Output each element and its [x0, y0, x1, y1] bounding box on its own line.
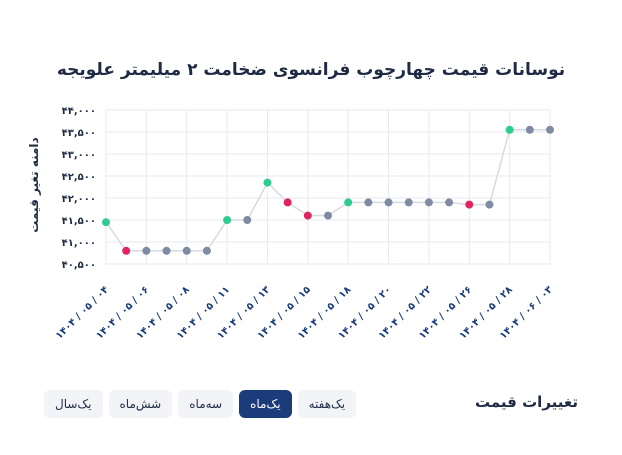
data-point-flat[interactable]: [142, 246, 151, 255]
tab-one-month[interactable]: یک‌ماه: [239, 390, 292, 418]
data-point-up[interactable]: [505, 125, 514, 134]
y-tick-label: ۴۳,۵۰۰: [62, 128, 96, 139]
y-tick-label: ۴۰,۵۰۰: [62, 260, 96, 271]
data-point-flat[interactable]: [202, 246, 211, 255]
data-point-up[interactable]: [344, 198, 353, 207]
data-point-down[interactable]: [283, 198, 292, 207]
data-point-flat[interactable]: [162, 246, 171, 255]
data-point-flat[interactable]: [485, 200, 494, 209]
data-point-flat[interactable]: [384, 198, 393, 207]
data-point-down[interactable]: [122, 246, 131, 255]
y-tick-label: ۴۱,۰۰۰: [62, 238, 96, 249]
series-line: [105, 129, 550, 252]
data-point-layer: [102, 125, 554, 255]
data-point-flat[interactable]: [182, 246, 191, 255]
data-point-flat[interactable]: [424, 198, 433, 207]
period-tabs: یک‌سال شش‌ماه سه‌ماه یک‌ماه یک‌هفته: [44, 390, 357, 418]
data-point-up[interactable]: [223, 216, 232, 224]
tab-one-week[interactable]: یک‌هفته: [297, 390, 357, 418]
tab-three-months[interactable]: سه‌ماه: [178, 390, 234, 418]
series-line-layer: [105, 129, 550, 252]
y-axis-label: دامنه تغیر قیمت: [27, 137, 41, 232]
y-tick-label: ۴۱,۵۰۰: [62, 216, 96, 227]
price-chart: ۴۰,۵۰۰ ۴۱,۰۰۰ ۴۱,۵۰۰ ۴۲,۰۰۰ ۴۲,۵۰۰ ۴۳,۰۰۰ ۴۳,۵…: [27, 106, 555, 342]
data-point-flat[interactable]: [525, 125, 534, 134]
data-point-flat[interactable]: [546, 125, 554, 134]
data-point-down[interactable]: [465, 200, 474, 209]
data-point-down[interactable]: [303, 211, 312, 220]
y-tick-label: ۴۴,۰۰۰: [62, 106, 96, 117]
data-point-flat[interactable]: [243, 216, 252, 224]
y-tick-label: ۴۲,۵۰۰: [62, 172, 96, 183]
y-tick-label: ۴۳,۰۰۰: [62, 150, 96, 161]
y-tick-label: ۴۲,۰۰۰: [62, 194, 96, 205]
tab-six-months[interactable]: شش‌ماه: [108, 390, 173, 418]
data-point-up[interactable]: [102, 218, 110, 227]
data-point-flat[interactable]: [404, 198, 413, 207]
price-changes-title: تغییرات قیمت: [475, 393, 578, 411]
chart-title: نوسانات قیمت چهارچوب فرانسوی ضخامت ۲ میل…: [56, 60, 566, 80]
data-point-flat[interactable]: [324, 211, 332, 220]
tab-one-year[interactable]: یک‌سال: [44, 390, 103, 418]
data-point-flat[interactable]: [445, 198, 454, 207]
grid-layer: [105, 109, 551, 265]
y-tick-labels: ۴۰,۵۰۰ ۴۱,۰۰۰ ۴۱,۵۰۰ ۴۲,۰۰۰ ۴۲,۵۰۰ ۴۳,۰۰۰ ۴۳,۵…: [62, 106, 96, 271]
data-point-up[interactable]: [263, 178, 272, 187]
data-point-flat[interactable]: [364, 198, 373, 207]
